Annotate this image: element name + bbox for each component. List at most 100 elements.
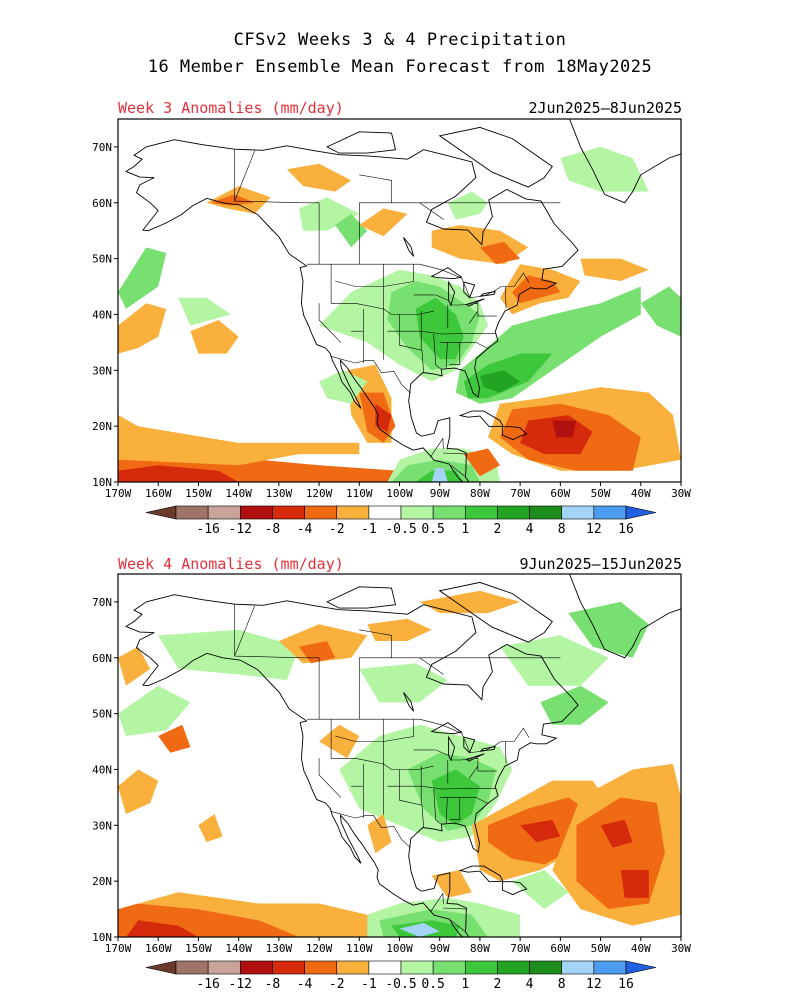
colorbar-label: -4 [297,522,313,537]
colorbar-segment [400,960,434,975]
lon-tick-label: 80W [470,942,490,955]
colorbar-segment [593,960,627,975]
colorbar-segment [529,505,563,520]
lon-tick-label: 40W [631,487,651,500]
colorbar-label: 0.5 [421,977,444,992]
lon-tick-label: 90W [430,487,450,500]
lon-tick-label: 150W [185,942,212,955]
lat-tick-label: 10N [92,476,112,489]
lon-tick-label: 140W [225,487,252,500]
lon-tick-label: 160W [145,942,172,955]
lat-tick-label: 40N [92,763,112,776]
colorbar-segment [336,960,370,975]
lon-tick-label: 170W [105,942,132,955]
lat-tick-label: 20N [92,420,112,433]
week3-anomaly-label: Week 3 Anomalies (mm/day) [118,99,344,117]
lon-tick-label: 130W [266,942,293,955]
lon-tick-label: 80W [470,487,490,500]
colorbar: -16 -12 -8 -4 -2 -1 -0.5 0.5 1 2 4 8 12 16 [145,505,657,537]
lat-tick-label: 60N [92,652,112,665]
lon-tick-label: 50W [591,942,611,955]
colorbar-label: 8 [558,522,566,537]
colorbar-label: 2 [494,977,502,992]
colorbar-label: 12 [586,522,602,537]
colorbar-segment [272,505,305,520]
lon-tick-label: 110W [346,942,373,955]
colorbar-label: -1 [361,522,377,537]
week3-date-range: 2Jun2025–8Jun2025 [528,99,682,117]
colorbar-label: -1 [361,977,377,992]
lon-tick-label: 120W [306,487,333,500]
lat-tick-label: 10N [92,931,112,944]
colorbar-segment [432,960,466,975]
colorbar-segment [207,505,241,520]
colorbar-segment [239,505,273,520]
colorbar-segment [529,960,563,975]
lon-tick-label: 30W [671,487,691,500]
title-line-1: CFSv2 Weeks 3 & 4 Precipitation [233,30,567,50]
colorbar-label: -16 [196,522,219,537]
lon-tick-label: 50W [591,487,611,500]
lon-tick-label: 170W [105,487,132,500]
lat-tick-label: 50N [92,253,112,266]
precip-anomaly-shading [118,590,681,937]
colorbar-label: -0.5 [385,522,416,537]
lon-tick-label: 120W [306,942,333,955]
colorbar-label: -12 [229,522,252,537]
colorbar-label: 8 [558,977,566,992]
colorbar-label: -12 [229,977,252,992]
colorbar-label: -2 [329,522,345,537]
colorbar-segment [464,960,498,975]
colorbar-label: 16 [618,522,634,537]
coastlines [125,119,681,482]
lon-tick-label: 150W [185,487,212,500]
colorbar-segment [497,505,530,520]
lat-tick-label: 70N [92,141,112,154]
lon-tick-label: 160W [145,487,172,500]
colorbar-segment [239,960,273,975]
colorbar-label: -16 [196,977,219,992]
colorbar-segment [207,960,241,975]
lon-tick-label: 60W [550,487,570,500]
lat-tick-label: 30N [92,364,112,377]
colorbar-label: 0.5 [421,522,444,537]
colorbar-segment [272,960,305,975]
colorbar-segment [175,960,209,975]
lat-tick-label: 30N [92,819,112,832]
colorbar-label: 4 [526,977,534,992]
lon-tick-label: 30W [671,942,691,955]
colorbar-label: 2 [494,522,502,537]
lon-tick-label: 140W [225,942,252,955]
lon-tick-label: 100W [386,942,413,955]
colorbar-label: 12 [586,977,602,992]
colorbar-segment [175,505,209,520]
precip-anomaly-shading [118,146,681,482]
lat-tick-label: 20N [92,875,112,888]
lat-tick-label: 50N [92,708,112,721]
colorbar-label: 1 [461,977,469,992]
colorbar: -16 -12 -8 -4 -2 -1 -0.5 0.5 1 2 4 8 12 16 [145,960,657,992]
colorbar-label: -2 [329,977,345,992]
colorbar-segment [497,960,530,975]
lat-tick-label: 40N [92,308,112,321]
lon-tick-label: 90W [430,942,450,955]
colorbar-segment [464,505,498,520]
colorbar-label: 4 [526,522,534,537]
lon-tick-label: 60W [550,942,570,955]
lat-tick-label: 60N [92,197,112,210]
political-borders [234,149,561,477]
colorbar-segment [304,505,338,520]
colorbar-segment [368,960,402,975]
colorbar-label: -8 [265,977,281,992]
week4-date-range: 9Jun2025–15Jun2025 [519,555,682,573]
colorbar-label: 16 [618,977,634,992]
colorbar-segment [336,505,370,520]
colorbar-segment [432,505,466,520]
colorbar-segment [561,960,595,975]
political-borders [234,604,561,932]
lon-tick-label: 110W [346,487,373,500]
colorbar-segment [368,505,402,520]
